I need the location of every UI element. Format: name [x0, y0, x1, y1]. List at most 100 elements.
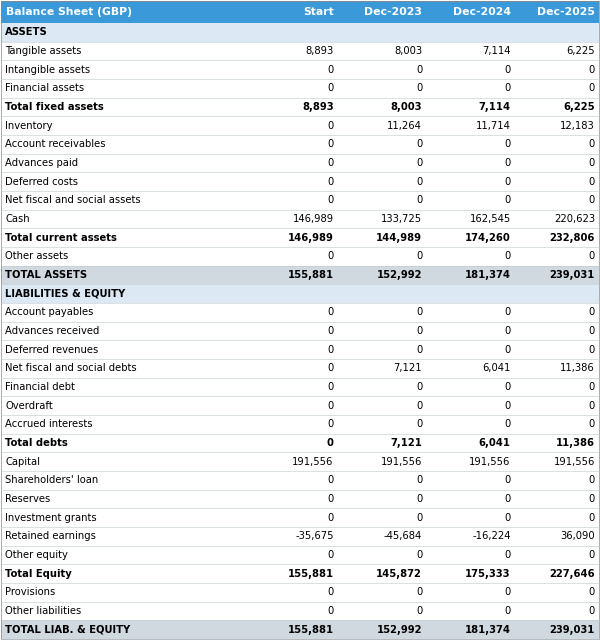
Bar — [1, 60, 599, 79]
Bar — [1, 452, 599, 471]
Text: 6,225: 6,225 — [563, 102, 595, 112]
Text: ASSETS: ASSETS — [5, 28, 48, 37]
Text: 220,623: 220,623 — [554, 214, 595, 224]
Text: 144,989: 144,989 — [376, 233, 422, 243]
Text: Start: Start — [303, 7, 334, 17]
Bar — [1, 527, 599, 546]
Text: 0: 0 — [589, 158, 595, 168]
Text: 162,545: 162,545 — [469, 214, 511, 224]
Text: 181,374: 181,374 — [464, 625, 511, 635]
Text: 0: 0 — [416, 177, 422, 187]
Text: 0: 0 — [505, 382, 511, 392]
Bar — [1, 116, 599, 135]
Text: 0: 0 — [505, 65, 511, 75]
Text: 0: 0 — [505, 513, 511, 523]
Text: Other assets: Other assets — [5, 252, 68, 261]
Text: 0: 0 — [589, 494, 595, 504]
Text: Deferred revenues: Deferred revenues — [5, 345, 98, 355]
Text: 0: 0 — [589, 65, 595, 75]
Text: -35,675: -35,675 — [295, 531, 334, 541]
Text: 0: 0 — [416, 307, 422, 317]
Text: Overdraft: Overdraft — [5, 401, 53, 411]
Text: 0: 0 — [589, 195, 595, 205]
Text: 0: 0 — [505, 140, 511, 149]
Text: 7,114: 7,114 — [479, 102, 511, 112]
Bar — [1, 322, 599, 340]
Text: Total Equity: Total Equity — [5, 569, 72, 579]
Text: 0: 0 — [589, 177, 595, 187]
Text: Deferred costs: Deferred costs — [5, 177, 78, 187]
Text: 0: 0 — [416, 476, 422, 485]
Text: Advances paid: Advances paid — [5, 158, 78, 168]
Text: 11,386: 11,386 — [556, 438, 595, 448]
Text: TOTAL ASSETS: TOTAL ASSETS — [5, 270, 87, 280]
Text: 0: 0 — [328, 494, 334, 504]
Text: 0: 0 — [416, 513, 422, 523]
Text: 0: 0 — [416, 588, 422, 597]
Bar — [1, 415, 599, 434]
Text: Net fiscal and social debts: Net fiscal and social debts — [5, 364, 137, 373]
Text: Retained earnings: Retained earnings — [5, 531, 96, 541]
Text: 0: 0 — [589, 382, 595, 392]
Bar — [1, 266, 599, 284]
Bar — [1, 191, 599, 210]
Text: 232,806: 232,806 — [550, 233, 595, 243]
Text: 0: 0 — [505, 158, 511, 168]
Text: 0: 0 — [505, 326, 511, 336]
Text: 0: 0 — [416, 65, 422, 75]
Text: 12,183: 12,183 — [560, 121, 595, 131]
Text: 0: 0 — [327, 438, 334, 448]
Text: 0: 0 — [589, 419, 595, 429]
Bar — [1, 23, 599, 42]
Bar — [1, 1, 599, 23]
Text: Advances received: Advances received — [5, 326, 100, 336]
Bar — [1, 303, 599, 322]
Text: 0: 0 — [589, 550, 595, 560]
Bar — [1, 98, 599, 116]
Text: 0: 0 — [328, 177, 334, 187]
Text: 0: 0 — [328, 83, 334, 93]
Bar — [1, 284, 599, 303]
Bar — [1, 564, 599, 583]
Text: 133,725: 133,725 — [381, 214, 422, 224]
Text: 0: 0 — [328, 513, 334, 523]
Text: Capital: Capital — [5, 457, 40, 467]
Text: Investment grants: Investment grants — [5, 513, 97, 523]
Text: 227,646: 227,646 — [550, 569, 595, 579]
Text: 0: 0 — [328, 382, 334, 392]
Text: 8,003: 8,003 — [391, 102, 422, 112]
Text: 146,989: 146,989 — [293, 214, 334, 224]
Bar — [1, 210, 599, 228]
Text: 0: 0 — [589, 345, 595, 355]
Text: 0: 0 — [328, 326, 334, 336]
Text: 0: 0 — [416, 550, 422, 560]
Text: 155,881: 155,881 — [287, 270, 334, 280]
Text: 6,041: 6,041 — [479, 438, 511, 448]
Text: 6,041: 6,041 — [482, 364, 511, 373]
Text: 0: 0 — [328, 606, 334, 616]
Text: 0: 0 — [328, 419, 334, 429]
Text: Shareholders' loan: Shareholders' loan — [5, 476, 98, 485]
Text: 36,090: 36,090 — [560, 531, 595, 541]
Text: -16,224: -16,224 — [472, 531, 511, 541]
Bar — [1, 154, 599, 172]
Text: 0: 0 — [416, 401, 422, 411]
Text: -45,684: -45,684 — [384, 531, 422, 541]
Text: Intangible assets: Intangible assets — [5, 65, 90, 75]
Bar — [1, 228, 599, 247]
Bar — [1, 508, 599, 527]
Bar — [1, 396, 599, 415]
Text: 11,264: 11,264 — [388, 121, 422, 131]
Text: 0: 0 — [505, 401, 511, 411]
Text: Dec-2024: Dec-2024 — [452, 7, 511, 17]
Text: Total fixed assets: Total fixed assets — [5, 102, 104, 112]
Text: 0: 0 — [416, 382, 422, 392]
Text: 174,260: 174,260 — [465, 233, 511, 243]
Bar — [1, 434, 599, 452]
Text: 0: 0 — [416, 345, 422, 355]
Text: 11,386: 11,386 — [560, 364, 595, 373]
Bar — [1, 340, 599, 359]
Text: Total debts: Total debts — [5, 438, 68, 448]
Bar — [1, 471, 599, 490]
Text: 0: 0 — [416, 606, 422, 616]
